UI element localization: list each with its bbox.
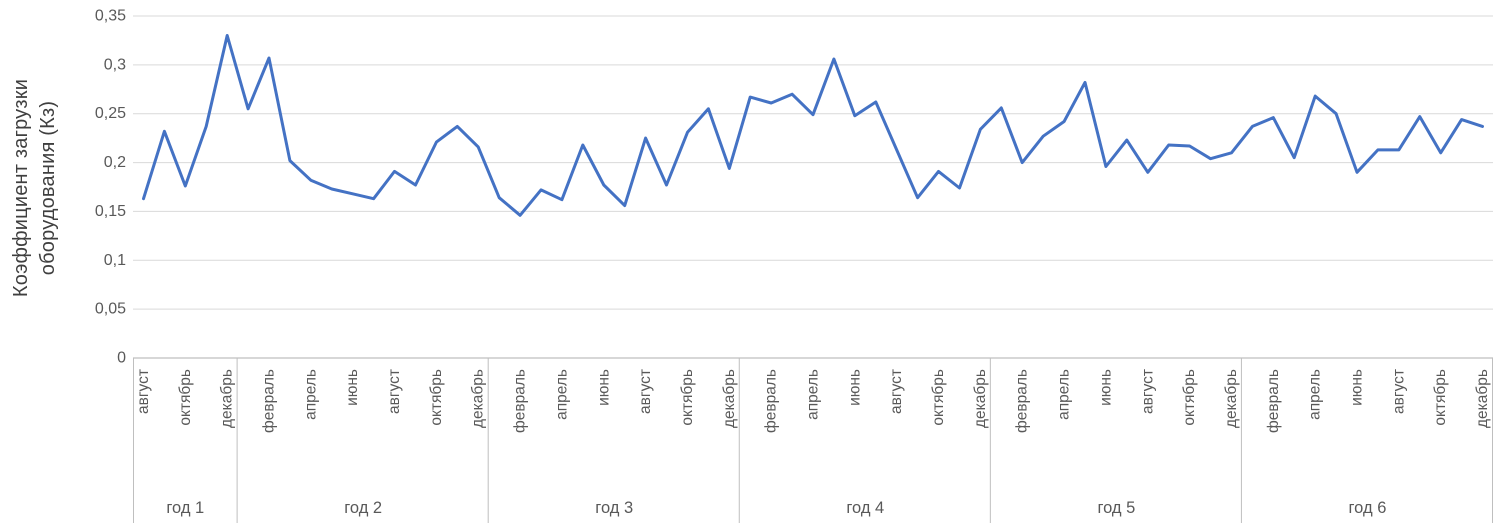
- x-tick-month-label: декабрь: [470, 369, 487, 428]
- x-tick-month-label: октябрь: [930, 369, 947, 426]
- x-tick-month-label: октябрь: [679, 369, 696, 426]
- y-tick-label: 0,15: [95, 203, 126, 220]
- x-tick-month-label: февраль: [261, 369, 278, 433]
- x-tick-month-label: апрель: [805, 369, 822, 420]
- x-axis-year-labels: год 1 год 2 год 3 год 4 год 5 год 6: [166, 499, 1386, 517]
- y-tick-label: 0,05: [95, 301, 126, 318]
- y-tick-label: 0,35: [95, 8, 126, 25]
- x-tick-month-label: октябрь: [177, 369, 194, 426]
- x-tick-month-label: октябрь: [1432, 369, 1449, 426]
- x-year-group-label: год 1: [166, 499, 204, 517]
- year-separators: [133, 358, 1493, 523]
- x-year-group-label: год 2: [344, 499, 382, 517]
- x-tick-month-label: апрель: [553, 369, 570, 420]
- x-axis-month-labels: август октябрь декабрь февраль апрель июнь авг…: [135, 369, 1491, 433]
- x-year-group-label: год 4: [846, 499, 884, 517]
- x-tick-month-label: октябрь: [1181, 369, 1198, 426]
- x-tick-month-label: август: [1390, 369, 1407, 414]
- x-year-group-label: год 3: [595, 499, 633, 517]
- x-tick-month-label: июнь: [846, 369, 863, 406]
- x-tick-month-label: апрель: [1056, 369, 1073, 420]
- y-tick-label: 0,3: [104, 56, 126, 73]
- x-tick-month-label: август: [135, 369, 152, 414]
- x-tick-month-label: декабрь: [1474, 369, 1491, 428]
- series-line: [142, 34, 1484, 217]
- y-tick-label: 0,2: [104, 154, 126, 171]
- x-year-group-label: год 5: [1097, 499, 1135, 517]
- x-tick-month-label: июнь: [1097, 369, 1114, 406]
- y-tick-label: 0,25: [95, 105, 126, 122]
- x-tick-month-label: декабрь: [219, 369, 236, 428]
- y-axis-tick-labels: 0 0,05 0,1 0,15 0,2 0,25 0,3 0,35: [95, 8, 126, 367]
- x-tick-month-label: февраль: [512, 369, 529, 433]
- x-tick-month-label: август: [1139, 369, 1156, 414]
- x-tick-month-label: июнь: [1349, 369, 1366, 406]
- x-tick-month-label: апрель: [1307, 369, 1324, 420]
- x-tick-month-label: декабрь: [972, 369, 989, 428]
- gridlines: [133, 15, 1493, 310]
- x-tick-month-label: февраль: [1014, 369, 1031, 433]
- x-year-group-label: год 6: [1349, 499, 1387, 517]
- y-tick-label: 0: [117, 350, 126, 367]
- x-tick-month-label: февраль: [1265, 369, 1282, 433]
- x-tick-month-label: октябрь: [428, 369, 445, 426]
- x-tick-month-label: февраль: [763, 369, 780, 433]
- y-axis-title: Коэффициент загрузки оборудования (Кз): [10, 78, 59, 298]
- x-tick-month-label: июнь: [344, 369, 361, 406]
- x-tick-month-label: июнь: [595, 369, 612, 406]
- x-tick-month-label: апрель: [302, 369, 319, 420]
- x-tick-month-label: август: [888, 369, 905, 414]
- x-tick-month-label: август: [386, 369, 403, 414]
- y-tick-label: 0,1: [104, 252, 126, 269]
- x-tick-month-label: декабрь: [1223, 369, 1240, 428]
- x-tick-month-label: декабрь: [721, 369, 738, 428]
- x-tick-month-label: август: [637, 369, 654, 414]
